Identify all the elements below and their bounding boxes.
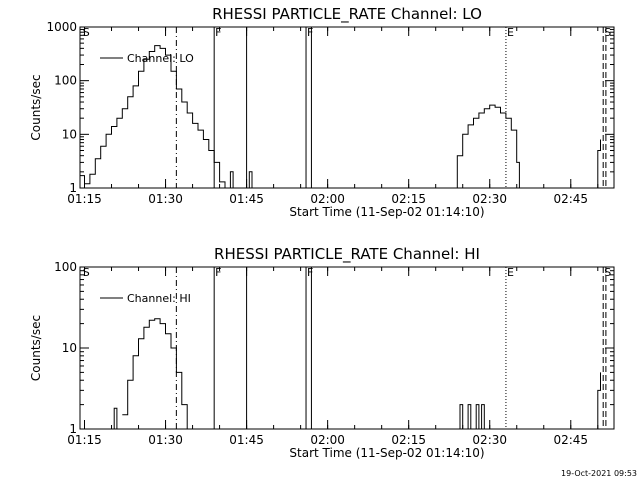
y-axis-label: Counts/sec bbox=[29, 315, 43, 381]
series-line bbox=[227, 171, 234, 189]
x-tick-label: 01:30 bbox=[148, 192, 183, 206]
event-marker-label: F bbox=[307, 266, 313, 279]
x-tick-label: 01:15 bbox=[67, 433, 102, 447]
series-line bbox=[592, 372, 601, 430]
chart-title: RHESSI PARTICLE_RATE Channel: LO bbox=[212, 5, 482, 24]
series-line bbox=[451, 104, 520, 189]
x-tick-label: 01:30 bbox=[148, 433, 183, 447]
series-line bbox=[465, 404, 472, 430]
x-axis-label: Start Time (11-Sep-02 01:14:10) bbox=[289, 205, 484, 219]
event-marker-label: F bbox=[307, 26, 313, 39]
event-marker-label: S bbox=[83, 266, 90, 279]
event-marker-label: F bbox=[215, 266, 221, 279]
x-tick-label: 02:45 bbox=[553, 192, 588, 206]
event-marker-label: S bbox=[83, 26, 90, 39]
event-marker-label: F bbox=[215, 26, 221, 39]
chart-panel-lo: RHESSI PARTICLE_RATE Channel: LO 01:15 01:… bbox=[29, 5, 615, 219]
event-marker-label: E bbox=[507, 26, 514, 39]
y-tick-label: 1000 bbox=[46, 20, 77, 34]
series-line bbox=[592, 139, 601, 189]
y-tick-label: 100 bbox=[54, 260, 77, 274]
event-marker-label: S bbox=[604, 26, 611, 39]
x-tick-label: 02:00 bbox=[310, 433, 345, 447]
x-tick-label: 02:30 bbox=[472, 192, 507, 206]
y-tick-label: 10 bbox=[62, 127, 77, 141]
series-line bbox=[80, 45, 226, 188]
event-marker-label: E bbox=[507, 266, 514, 279]
y-tick-label: 1 bbox=[69, 181, 77, 195]
legend-label: Channel: LO bbox=[127, 52, 194, 65]
generated-timestamp: 19-Oct-2021 09:53 bbox=[561, 469, 637, 478]
x-tick-label: 02:30 bbox=[472, 433, 507, 447]
x-tick-label: 02:00 bbox=[310, 192, 345, 206]
series-line bbox=[246, 171, 253, 189]
series-line bbox=[457, 404, 464, 430]
y-tick-label: 100 bbox=[54, 74, 77, 88]
x-tick-label: 02:45 bbox=[553, 433, 588, 447]
chart-panel-hi: RHESSI PARTICLE_RATE Channel: HI 01:15 01:… bbox=[29, 245, 615, 460]
y-axis-label: Counts/sec bbox=[29, 74, 43, 140]
x-tick-label: 01:45 bbox=[229, 433, 264, 447]
plot-frame bbox=[79, 26, 615, 189]
x-axis-label: Start Time (11-Sep-02 01:14:10) bbox=[289, 446, 484, 460]
x-tick-label: 02:15 bbox=[391, 433, 426, 447]
x-tick-label: 01:15 bbox=[67, 192, 102, 206]
series-line bbox=[122, 318, 188, 429]
chart-title: RHESSI PARTICLE_RATE Channel: HI bbox=[214, 245, 480, 264]
y-tick-label: 1 bbox=[69, 422, 77, 436]
event-marker-label: S bbox=[604, 266, 611, 279]
x-tick-label: 02:15 bbox=[391, 192, 426, 206]
series-line bbox=[111, 407, 118, 430]
series-line bbox=[473, 404, 485, 430]
y-tick-label: 10 bbox=[62, 341, 77, 355]
legend-label: Channel: HI bbox=[127, 292, 191, 305]
x-tick-label: 01:45 bbox=[229, 192, 264, 206]
